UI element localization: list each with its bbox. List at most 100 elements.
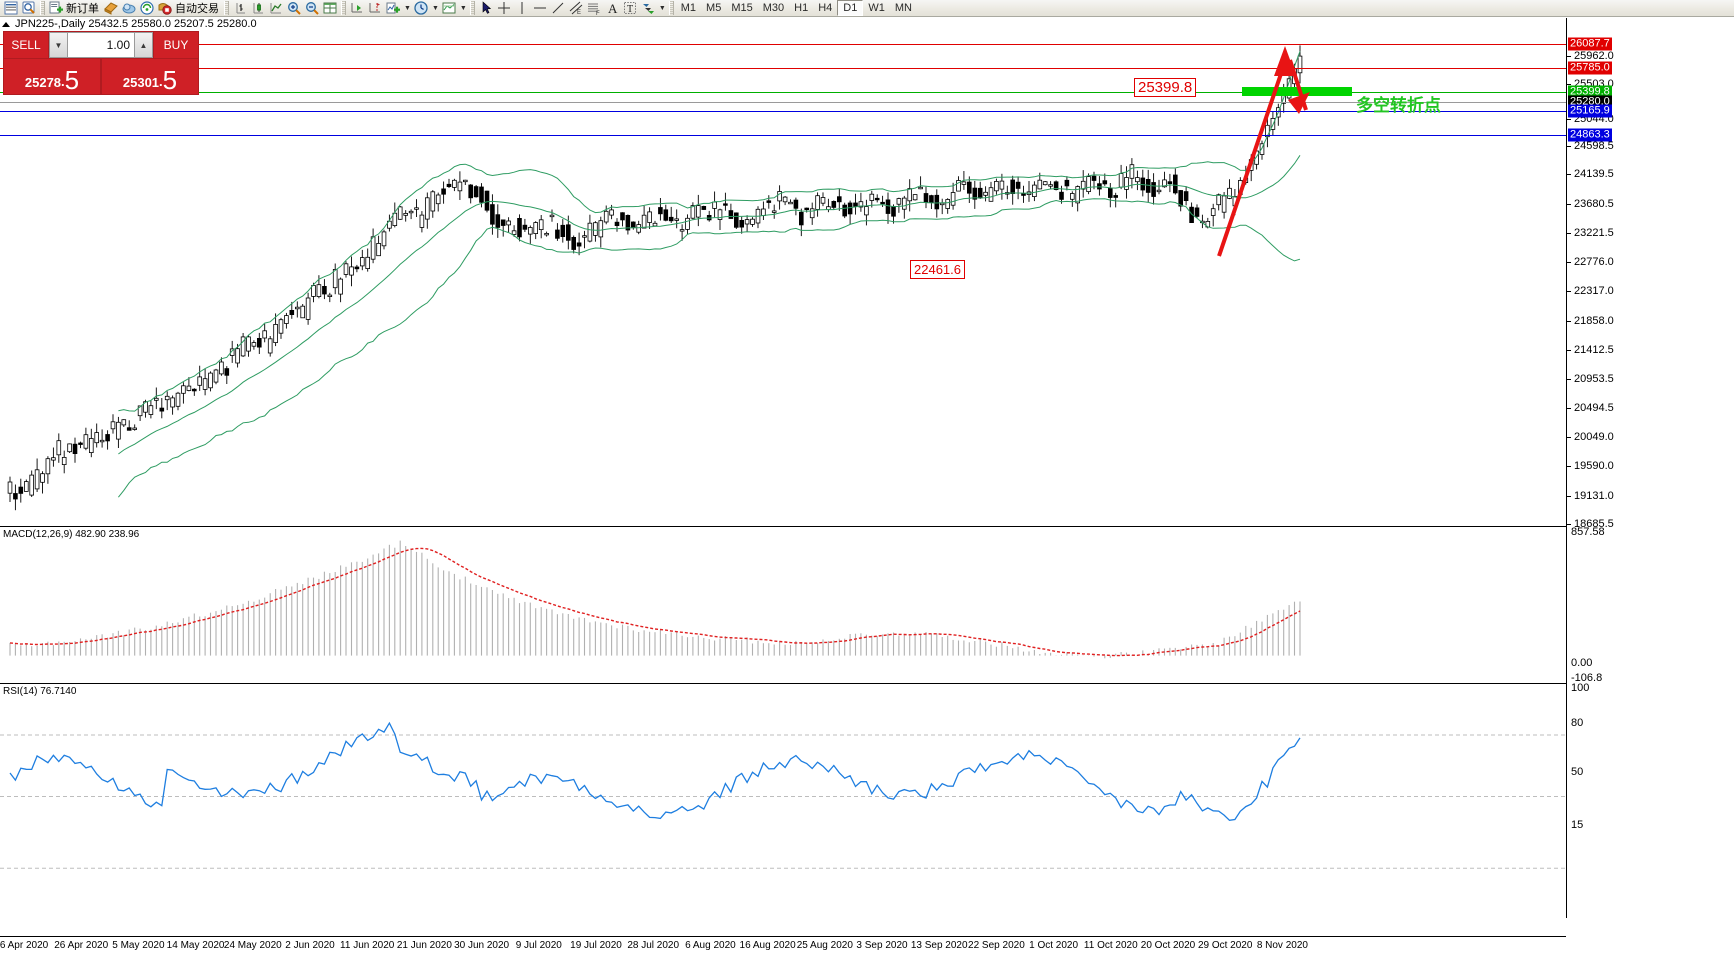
price-tick-badge[interactable]: 25785.0 — [1568, 61, 1612, 75]
chevron-down-icon[interactable]: ▼ — [658, 4, 666, 12]
price-tick-badge[interactable]: 24863.3 — [1568, 128, 1612, 142]
periods-icon[interactable]: ▼ — [412, 0, 440, 16]
highlight-block — [1242, 87, 1352, 96]
timeframe-m30[interactable]: M30 — [762, 2, 785, 14]
timeframe-m5[interactable]: M5 — [706, 2, 722, 14]
price-tick: 25962.0 — [1567, 50, 1614, 62]
collapse-triangle-icon[interactable] — [2, 21, 10, 27]
date-axis: 6 Apr 2020 26 Apr 2020 5 May 2020 14 May 20… — [0, 936, 1566, 955]
buy-button[interactable]: BUY — [153, 31, 199, 59]
macd-tick: 0.00 — [1571, 657, 1593, 669]
date-tick: 26 Apr 2020 — [54, 940, 109, 951]
timeframe-m15[interactable]: M15 — [731, 2, 753, 14]
timeframe-m1[interactable]: M1 — [680, 2, 697, 14]
date-tick: 5 May 2020 — [112, 940, 165, 951]
resistance-tag[interactable]: 25399.8 — [1134, 78, 1197, 97]
bid-price[interactable]: 25278. 5 — [3, 59, 101, 95]
rsi-tick: 80 — [1571, 717, 1584, 729]
chevron-down-icon[interactable]: ▼ — [459, 4, 467, 12]
price-tick: 23221.5 — [1567, 227, 1614, 239]
date-tick: 30 Jun 2020 — [454, 940, 510, 951]
volume-decrease-button[interactable]: ▼ — [49, 32, 68, 58]
trendline-tool-icon[interactable] — [549, 0, 567, 16]
timeframe-d1[interactable]: D1 — [837, 0, 864, 16]
page-title: JPN225-,Daily 25432.5 25580.0 25207.5 25… — [15, 18, 257, 30]
trade-panel-price-row: 25278. 5 25301. 5 — [3, 59, 199, 95]
price-tick: 20494.5 — [1567, 402, 1614, 414]
chart-area[interactable]: 25399.8 22461.6 多空转折点 MACD(12,26,9) 482.… — [0, 18, 1734, 951]
svg-text:T: T — [627, 4, 633, 15]
price-candles — [7, 45, 1303, 511]
auto-trading-button[interactable]: 自动交易 — [156, 0, 222, 16]
toolbar-separator — [40, 1, 45, 15]
one-click-trading-panel: SELL ▼ 1.00 ▲ BUY 25278. 5 25301. 5 — [3, 31, 199, 95]
terminal-icon[interactable] — [2, 0, 20, 16]
line-chart-icon[interactable] — [267, 0, 285, 16]
label-tool-icon[interactable]: T — [621, 0, 639, 16]
timeframe-mn[interactable]: MN — [894, 2, 912, 14]
cursor-tool-icon[interactable] — [477, 0, 495, 16]
fibonacci-tool-icon[interactable]: F — [585, 0, 603, 16]
date-tick: 28 Jul 2020 — [627, 940, 680, 951]
rsi-tick: 50 — [1571, 766, 1584, 778]
price-axis[interactable]: 25962.0 25503.0 25044.0 24598.5 24139.5 23680… — [1566, 18, 1734, 918]
timeframe-h4[interactable]: H4 — [818, 2, 833, 14]
support-tag[interactable]: 22461.6 — [910, 260, 965, 279]
text-tool-icon[interactable]: A — [603, 0, 621, 16]
bid-price-fraction: 5 — [64, 65, 80, 95]
timeframe-w1[interactable]: W1 — [868, 2, 885, 14]
date-tick: 22 Sep 2020 — [968, 940, 1025, 951]
auto-scroll-icon[interactable] — [348, 0, 366, 16]
mql5-community-icon[interactable] — [120, 0, 138, 16]
price-tick: 18685.5 — [1567, 518, 1614, 530]
chevron-down-icon[interactable]: ▼ — [431, 4, 439, 12]
volume-increase-button[interactable]: ▲ — [134, 32, 153, 58]
chevron-down-icon[interactable]: ▼ — [404, 4, 411, 12]
candlestick-chart-icon[interactable] — [249, 0, 267, 16]
rsi-pane[interactable]: RSI(14) 76.7140 — [0, 683, 1566, 913]
price-tick-badge[interactable]: 26087.7 — [1568, 37, 1612, 51]
price-pane[interactable]: 25399.8 22461.6 多空转折点 — [0, 18, 1566, 518]
target-line-25399[interactable] — [0, 92, 1566, 93]
bar-chart-icon[interactable] — [231, 0, 249, 16]
volume-input[interactable]: 1.00 — [68, 32, 134, 58]
zoom-out-icon[interactable] — [303, 0, 321, 16]
current-price-line[interactable] — [0, 102, 1566, 103]
support-line-25165[interactable] — [0, 111, 1566, 112]
toolbar-separator — [341, 1, 346, 15]
new-order-button[interactable]: 新订单 — [47, 0, 102, 16]
signals-icon[interactable] — [138, 0, 156, 16]
price-tick-badge[interactable]: 25165.9 — [1568, 104, 1612, 118]
turning-point-note[interactable]: 多空转折点 — [1356, 96, 1441, 116]
ask-price[interactable]: 25301. 5 — [101, 59, 199, 95]
support-line-24863[interactable] — [0, 135, 1566, 136]
crosshair-tool-icon[interactable] — [495, 0, 513, 16]
macd-label: MACD(12,26,9) 482.90 238.96 — [3, 529, 140, 540]
sell-button[interactable]: SELL — [3, 31, 49, 59]
rsi-plot — [0, 721, 1566, 869]
auto-trading-label: 自动交易 — [175, 3, 219, 15]
vertical-line-tool-icon[interactable] — [513, 0, 531, 16]
price-tick-badge[interactable]: 25399.8 — [1568, 85, 1612, 99]
indicators-icon[interactable]: ▼ — [384, 0, 412, 16]
templates-icon[interactable]: ▼ — [440, 0, 468, 16]
timeframe-h1[interactable]: H1 — [794, 2, 809, 14]
tile-windows-icon[interactable] — [321, 0, 339, 16]
ask-price-dot: . — [159, 74, 163, 89]
arrows-tool-icon[interactable]: ▼ — [639, 0, 667, 16]
timeframe-group: M1 M5 M15 M30 H1 H4 D1 W1 MN — [676, 0, 917, 16]
zoom-in-icon[interactable] — [285, 0, 303, 16]
horizontal-line-tool-icon[interactable] — [531, 0, 549, 16]
svg-text:F: F — [596, 11, 600, 16]
resistance-line-25785[interactable] — [0, 68, 1566, 69]
price-tick: 21858.0 — [1567, 315, 1614, 327]
chart-shift-icon[interactable] — [366, 0, 384, 16]
data-window-icon[interactable] — [20, 0, 38, 16]
resistance-line-26087[interactable] — [0, 44, 1566, 45]
toolbar-separator — [668, 1, 674, 15]
price-tick: 22317.0 — [1567, 285, 1614, 297]
new-order-label: 新订单 — [66, 3, 99, 15]
metaeditor-icon[interactable] — [102, 0, 120, 16]
equidistant-channel-tool-icon[interactable]: E — [567, 0, 585, 16]
macd-pane[interactable]: MACD(12,26,9) 482.90 238.96 — [0, 526, 1566, 681]
